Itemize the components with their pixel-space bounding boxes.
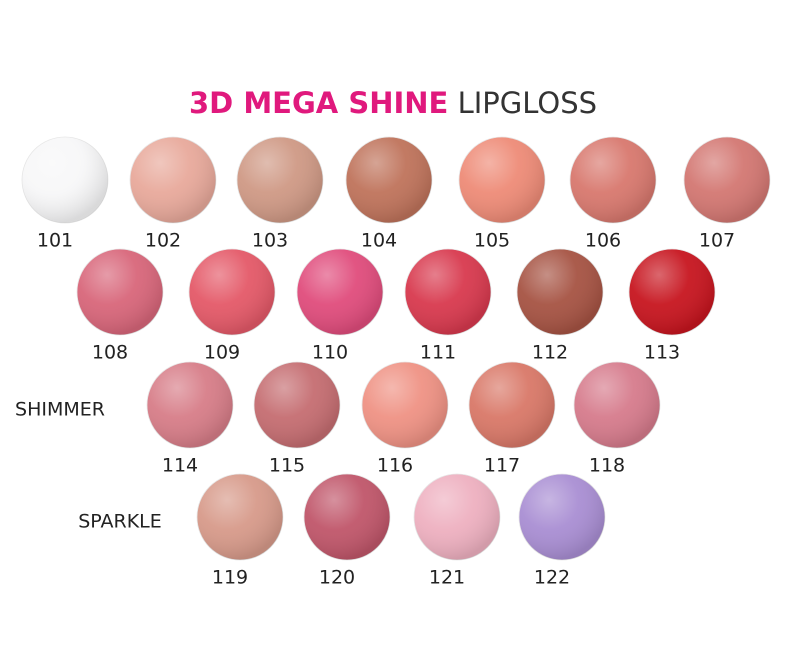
swatch-shine <box>629 249 715 335</box>
swatch-code: 117 <box>484 455 520 477</box>
swatch-shine <box>189 249 275 335</box>
swatch-code: 108 <box>92 342 128 364</box>
swatch-code: 113 <box>644 342 680 364</box>
swatch-code: 118 <box>589 455 625 477</box>
swatch-code: 114 <box>162 455 198 477</box>
swatch-code: 112 <box>532 342 568 364</box>
swatch-shine <box>362 362 448 448</box>
swatch-shine <box>469 362 555 448</box>
swatch-shine <box>147 362 233 448</box>
swatch-code: 111 <box>420 342 456 364</box>
swatch-shine <box>574 362 660 448</box>
swatch-shine <box>22 137 108 223</box>
swatch-shine <box>570 137 656 223</box>
swatch-code: 115 <box>269 455 305 477</box>
group-label: SHIMMER <box>15 399 105 421</box>
swatch-code: 106 <box>585 230 621 252</box>
swatch-shine <box>304 474 390 560</box>
swatch-code: 119 <box>212 567 248 589</box>
title: 3D MEGA SHINE LIPGLOSS <box>189 86 597 120</box>
swatch-code: 116 <box>377 455 413 477</box>
swatch-code: 121 <box>429 567 465 589</box>
swatch-shine <box>237 137 323 223</box>
swatch-shine <box>197 474 283 560</box>
swatch-shine <box>459 137 545 223</box>
swatch-shine <box>346 137 432 223</box>
swatch-shine <box>519 474 605 560</box>
swatch-shine <box>254 362 340 448</box>
swatch-code: 107 <box>699 230 735 252</box>
swatch-shine <box>684 137 770 223</box>
swatch-code: 103 <box>252 230 288 252</box>
title-brand: 3D MEGA SHINE <box>189 86 448 120</box>
swatch-code: 120 <box>319 567 355 589</box>
swatch-shine <box>405 249 491 335</box>
swatch-code: 102 <box>145 230 181 252</box>
swatch-shine <box>77 249 163 335</box>
swatch-shine <box>297 249 383 335</box>
title-product: LIPGLOSS <box>458 86 597 120</box>
swatch-shine <box>130 137 216 223</box>
swatch-code: 101 <box>37 230 73 252</box>
swatch-code: 109 <box>204 342 240 364</box>
swatch-code: 110 <box>312 342 348 364</box>
group-label: SPARKLE <box>78 511 162 533</box>
swatch-shine <box>517 249 603 335</box>
swatch-shine <box>414 474 500 560</box>
swatch-code: 122 <box>534 567 570 589</box>
swatch-code: 105 <box>474 230 510 252</box>
swatch-code: 104 <box>361 230 397 252</box>
